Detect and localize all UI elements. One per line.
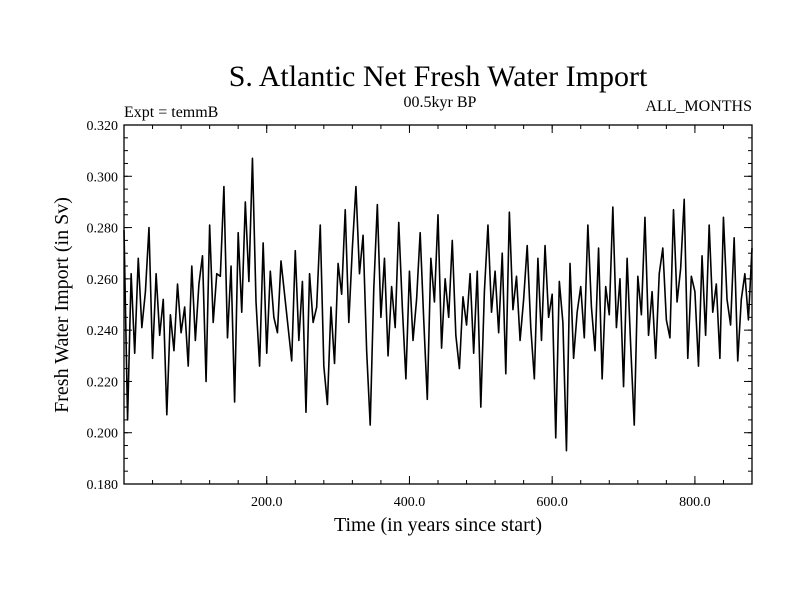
y-tick-label: 0.280	[87, 222, 119, 237]
x-tick-label: 400.0	[394, 495, 426, 510]
y-tick-label: 0.320	[87, 119, 119, 134]
y-tick-label: 0.220	[87, 375, 119, 390]
plot-series	[123, 157, 753, 452]
y-tick-label: 0.260	[87, 273, 119, 288]
y-tick-label: 0.300	[87, 170, 119, 185]
x-tick-label: 600.0	[536, 495, 568, 510]
x-tick-label: 800.0	[679, 495, 711, 510]
y-tick-label: 0.200	[87, 427, 119, 442]
y-tick-label: 0.240	[87, 324, 119, 339]
y-tick-label: 0.180	[87, 478, 119, 493]
axis-ticks: 0.180 0.200 0.220 0.240 0.260 0.280 0.300 0.320…	[87, 119, 752, 510]
x-axis-label: Time (in years since start)	[334, 514, 542, 536]
y-axis-label: Fresh Water Import (in Sv)	[51, 197, 73, 413]
chart-title: S. Atlantic Net Fresh Water Import	[229, 60, 648, 93]
series-line	[123, 157, 753, 452]
plot-frame	[123, 124, 753, 485]
months-label: ALL_MONTHS	[645, 98, 752, 115]
x-tick-label: 200.0	[251, 495, 283, 510]
experiment-label: Expt = temmB	[124, 104, 218, 121]
period-label: 00.5kyr BP	[404, 94, 477, 111]
